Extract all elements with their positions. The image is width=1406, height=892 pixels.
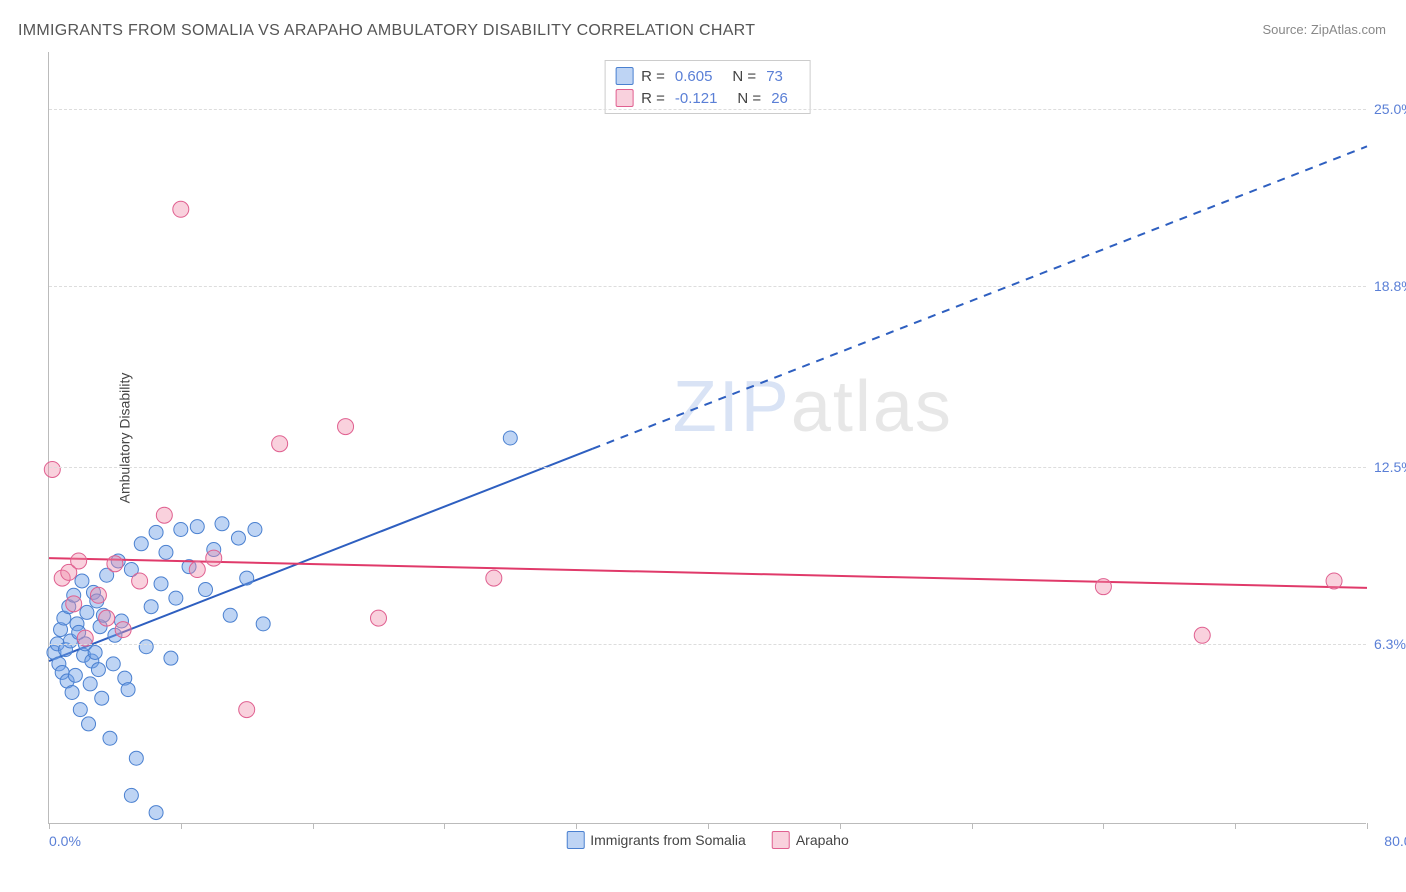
data-point bbox=[486, 570, 502, 586]
data-point bbox=[231, 531, 245, 545]
y-tick-label: 6.3% bbox=[1374, 636, 1406, 652]
data-point bbox=[223, 608, 237, 622]
gridline bbox=[49, 467, 1366, 468]
legend-swatch bbox=[566, 831, 584, 849]
y-tick-label: 25.0% bbox=[1374, 101, 1406, 117]
x-tick bbox=[181, 823, 182, 829]
data-point bbox=[503, 431, 517, 445]
x-tick bbox=[576, 823, 577, 829]
data-point bbox=[248, 522, 262, 536]
data-point bbox=[44, 461, 60, 477]
legend-label: Arapaho bbox=[796, 832, 849, 848]
data-point bbox=[173, 201, 189, 217]
data-point bbox=[206, 550, 222, 566]
x-tick bbox=[1103, 823, 1104, 829]
data-point bbox=[1194, 627, 1210, 643]
data-point bbox=[132, 573, 148, 589]
data-point bbox=[80, 605, 94, 619]
data-point bbox=[190, 520, 204, 534]
gridline bbox=[49, 286, 1366, 287]
x-tick bbox=[840, 823, 841, 829]
plot-svg bbox=[49, 52, 1366, 823]
legend-label: Immigrants from Somalia bbox=[590, 832, 746, 848]
x-tick bbox=[49, 823, 50, 829]
gridline bbox=[49, 644, 1366, 645]
data-point bbox=[256, 617, 270, 631]
data-point bbox=[121, 683, 135, 697]
data-point bbox=[73, 703, 87, 717]
data-point bbox=[124, 788, 138, 802]
data-point bbox=[144, 600, 158, 614]
data-point bbox=[65, 685, 79, 699]
data-point bbox=[103, 731, 117, 745]
source-label: Source: ZipAtlas.com bbox=[1262, 22, 1386, 37]
data-point bbox=[149, 806, 163, 820]
data-point bbox=[164, 651, 178, 665]
data-point bbox=[189, 562, 205, 578]
data-point bbox=[106, 657, 120, 671]
data-point bbox=[169, 591, 183, 605]
data-point bbox=[68, 668, 82, 682]
data-point bbox=[99, 610, 115, 626]
data-point bbox=[90, 587, 106, 603]
x-min-label: 0.0% bbox=[49, 833, 81, 849]
series-legend: Immigrants from Somalia Arapaho bbox=[566, 831, 849, 849]
data-point bbox=[239, 702, 255, 718]
data-point bbox=[338, 419, 354, 435]
gridline bbox=[49, 109, 1366, 110]
x-tick bbox=[972, 823, 973, 829]
legend-item: Immigrants from Somalia bbox=[566, 831, 746, 849]
data-point bbox=[83, 677, 97, 691]
data-point bbox=[371, 610, 387, 626]
x-max-label: 80.0% bbox=[1384, 833, 1406, 849]
chart-title: IMMIGRANTS FROM SOMALIA VS ARAPAHO AMBUL… bbox=[18, 22, 755, 40]
data-point bbox=[71, 553, 87, 569]
data-point bbox=[240, 571, 254, 585]
data-point bbox=[107, 556, 123, 572]
x-tick bbox=[1235, 823, 1236, 829]
data-point bbox=[95, 691, 109, 705]
legend-swatch bbox=[772, 831, 790, 849]
data-point bbox=[149, 525, 163, 539]
trend-line-dashed bbox=[593, 146, 1367, 448]
data-point bbox=[115, 622, 131, 638]
data-point bbox=[139, 640, 153, 654]
data-point bbox=[88, 645, 102, 659]
data-point bbox=[134, 537, 148, 551]
data-point bbox=[1326, 573, 1342, 589]
x-tick bbox=[444, 823, 445, 829]
x-tick bbox=[708, 823, 709, 829]
data-point bbox=[91, 663, 105, 677]
data-point bbox=[174, 522, 188, 536]
y-tick-label: 12.5% bbox=[1374, 459, 1406, 475]
data-point bbox=[199, 583, 213, 597]
data-point bbox=[75, 574, 89, 588]
data-point bbox=[215, 517, 229, 531]
y-tick-label: 18.8% bbox=[1374, 278, 1406, 294]
plot-area: Ambulatory Disability ZIPatlas R =0.605N… bbox=[48, 52, 1366, 824]
data-point bbox=[66, 596, 82, 612]
data-point bbox=[272, 436, 288, 452]
data-point bbox=[129, 751, 143, 765]
data-point bbox=[156, 507, 172, 523]
chart-container: IMMIGRANTS FROM SOMALIA VS ARAPAHO AMBUL… bbox=[0, 0, 1406, 892]
data-point bbox=[154, 577, 168, 591]
data-point bbox=[82, 717, 96, 731]
data-point bbox=[1095, 579, 1111, 595]
x-tick bbox=[1367, 823, 1368, 829]
x-tick bbox=[313, 823, 314, 829]
legend-item: Arapaho bbox=[772, 831, 849, 849]
data-point bbox=[159, 545, 173, 559]
